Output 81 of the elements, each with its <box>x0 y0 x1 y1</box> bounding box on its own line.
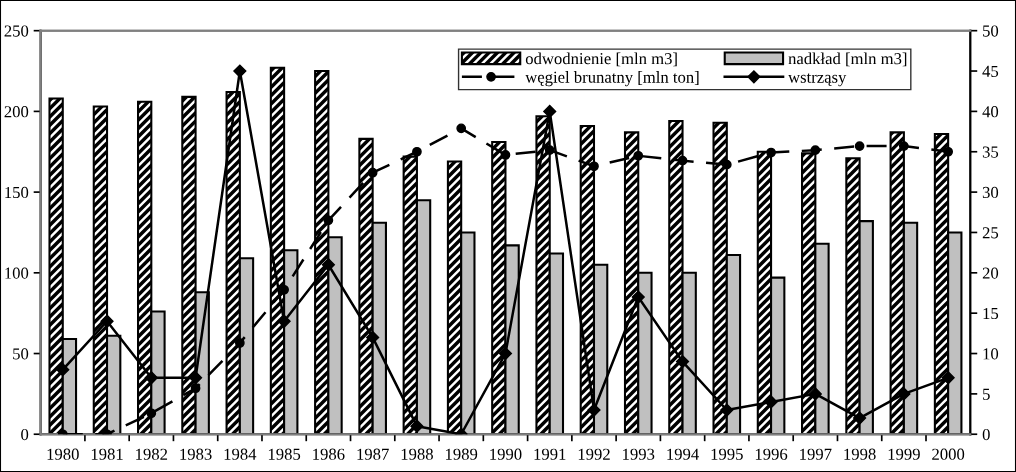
point <box>146 408 157 419</box>
x-tick-label: 1999 <box>888 448 920 460</box>
x-tick-label: 1989 <box>445 448 478 460</box>
point <box>677 155 688 166</box>
y-tick-label: 100 <box>5 267 29 279</box>
y2-tick-label: 40 <box>982 106 999 118</box>
point <box>412 146 422 157</box>
point <box>323 215 334 226</box>
point <box>500 150 511 160</box>
x-tick-label: 2000 <box>932 448 965 460</box>
y2-tick-label: 25 <box>982 227 999 239</box>
point <box>100 314 114 328</box>
point <box>144 371 158 385</box>
x-tick-label: 1982 <box>136 448 168 460</box>
y2-tick-label: 20 <box>982 267 999 279</box>
point <box>853 411 867 425</box>
point <box>899 141 909 151</box>
x-tick-label: 1995 <box>711 448 743 460</box>
point <box>943 146 954 157</box>
point <box>498 346 513 361</box>
y2-tick-label: 45 <box>982 65 999 77</box>
legend-label: nadkład [mln m3] <box>788 52 907 67</box>
y2-tick-label: 0 <box>982 428 990 441</box>
y2-tick-label: 10 <box>983 348 999 360</box>
x-tick-label: 1996 <box>755 448 788 460</box>
point <box>633 150 644 161</box>
point <box>56 363 70 377</box>
point <box>808 387 822 401</box>
y2-tick-label: 50 <box>983 25 999 37</box>
legend-label: odwodnienie [mln m3] <box>525 52 677 67</box>
point <box>233 64 247 78</box>
point <box>721 159 732 170</box>
point <box>367 167 378 178</box>
point <box>190 383 201 394</box>
point <box>321 258 335 272</box>
point <box>544 145 555 155</box>
point <box>854 141 865 151</box>
y-tick-label: 250 <box>4 25 29 37</box>
x-tick-label: 1987 <box>357 448 389 460</box>
point <box>941 371 955 385</box>
y-tick-label: 50 <box>13 348 29 360</box>
x-tick-label: 1985 <box>268 448 301 460</box>
y-tick-label: 200 <box>4 106 29 118</box>
point <box>543 104 557 118</box>
point <box>631 290 645 304</box>
x-tick-label: 1998 <box>844 448 876 460</box>
x-tick-label: 1983 <box>180 448 212 460</box>
legend-label: węgiel brunatny [mln ton] <box>525 71 699 87</box>
point <box>587 403 601 417</box>
legend-label: wstrząsy <box>788 73 847 87</box>
y2-tick-label: 35 <box>982 146 999 158</box>
point <box>810 145 821 155</box>
point <box>188 371 203 385</box>
point <box>410 419 424 433</box>
x-tick-label: 1981 <box>91 448 123 460</box>
x-tick-label: 1980 <box>47 448 79 460</box>
point <box>279 284 289 295</box>
point <box>720 403 734 417</box>
y2-tick-label: 5 <box>983 388 990 400</box>
x-tick-label: 1991 <box>534 448 566 460</box>
point <box>366 330 380 344</box>
point <box>766 147 776 158</box>
point <box>764 395 778 409</box>
x-tick-label: 1994 <box>667 448 699 460</box>
point <box>897 387 911 401</box>
x-tick-label: 1992 <box>578 448 610 460</box>
point <box>675 355 690 369</box>
x-tick-label: 1988 <box>401 448 433 460</box>
x-tick-label: 1997 <box>800 448 832 460</box>
y2-tick-label: 30 <box>982 186 999 199</box>
point <box>277 314 291 328</box>
x-tick-label: 1984 <box>224 448 257 460</box>
point <box>589 161 599 172</box>
point <box>456 123 467 134</box>
point <box>234 338 245 348</box>
y-tick-label: 0 <box>21 428 29 441</box>
x-tick-label: 1990 <box>490 448 522 460</box>
y-tick-label: 150 <box>5 186 29 199</box>
x-tick-label: 1986 <box>313 448 345 460</box>
x-tick-label: 1993 <box>623 448 655 460</box>
y2-tick-label: 15 <box>983 307 999 320</box>
